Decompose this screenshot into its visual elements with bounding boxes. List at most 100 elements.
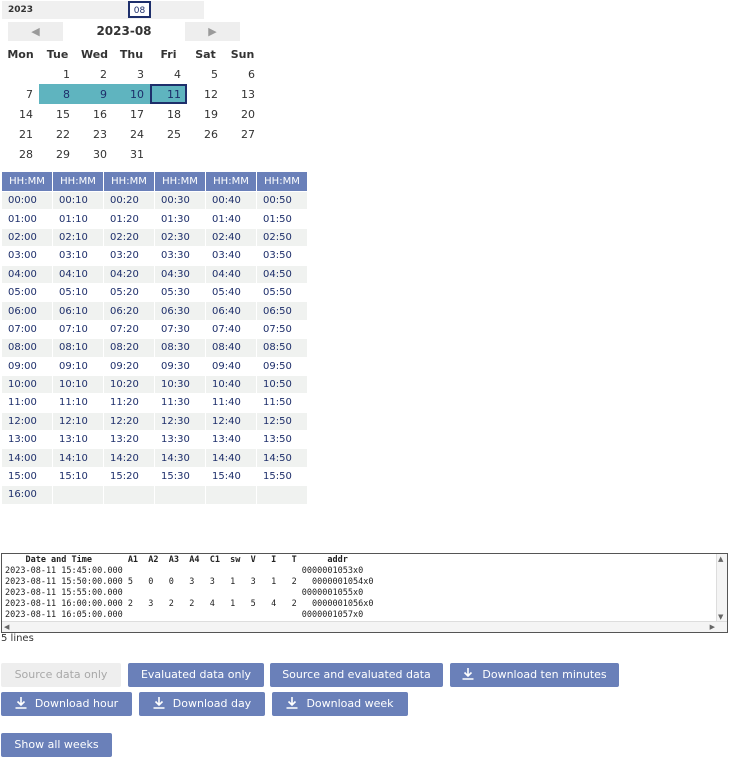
time-slot[interactable]: 11:50 — [256, 393, 308, 413]
time-slot[interactable]: 04:30 — [154, 264, 206, 284]
time-slot[interactable]: 01:20 — [103, 209, 155, 229]
time-slot[interactable]: 06:00 — [1, 301, 53, 321]
vertical-scrollbar[interactable]: ▲ ▼ — [716, 554, 727, 622]
calendar-day[interactable]: 1 — [63, 67, 70, 81]
download-hour-button[interactable]: Download hour — [1, 692, 132, 716]
time-slot[interactable]: 04:00 — [1, 264, 53, 284]
time-slot[interactable]: 10:50 — [256, 374, 308, 395]
time-slot[interactable]: 12:30 — [154, 411, 206, 432]
time-slot[interactable]: 03:30 — [154, 246, 206, 266]
time-slot[interactable]: 03:20 — [103, 246, 155, 266]
time-slot[interactable]: 06:50 — [256, 301, 308, 321]
time-slot[interactable]: 06:10 — [52, 301, 104, 321]
time-slot[interactable]: 00:50 — [256, 190, 308, 211]
time-slot[interactable]: 10:30 — [154, 374, 206, 395]
time-slot[interactable]: 14:40 — [205, 448, 257, 468]
time-slot[interactable]: 10:00 — [1, 374, 53, 395]
calendar-day[interactable]: 29 — [56, 147, 70, 161]
calendar-day[interactable]: 28 — [19, 147, 33, 161]
time-slot[interactable]: 01:50 — [256, 209, 308, 229]
time-slot[interactable]: 06:40 — [205, 301, 257, 321]
time-slot[interactable]: 14:30 — [154, 448, 206, 468]
time-slot[interactable]: 12:50 — [256, 411, 308, 432]
time-slot[interactable]: 00:40 — [205, 190, 257, 211]
time-slot[interactable]: 02:00 — [1, 227, 53, 248]
calendar-day[interactable]: 24 — [130, 127, 144, 141]
time-slot[interactable]: 05:10 — [52, 282, 104, 303]
show-all-weeks-button[interactable]: Show all weeks — [1, 733, 112, 757]
download-day-button[interactable]: Download day — [139, 692, 265, 716]
scroll-up-icon[interactable]: ▲ — [718, 555, 724, 563]
calendar-day[interactable]: 6 — [248, 67, 255, 81]
calendar-day[interactable]: 30 — [93, 147, 107, 161]
calendar-day[interactable]: 9 — [76, 84, 113, 104]
time-slot[interactable]: 13:40 — [205, 430, 257, 450]
time-slot[interactable]: 08:30 — [154, 338, 206, 358]
time-slot[interactable]: 01:00 — [1, 209, 53, 229]
time-slot[interactable]: 09:10 — [52, 356, 104, 376]
time-slot[interactable]: 10:40 — [205, 374, 257, 395]
calendar-day[interactable]: 7 — [26, 87, 33, 101]
time-slot[interactable]: 14:10 — [52, 448, 104, 468]
time-slot[interactable]: 16:00 — [1, 485, 53, 505]
calendar-day[interactable]: 15 — [56, 107, 70, 121]
calendar-day[interactable]: 10 — [113, 84, 150, 104]
time-slot[interactable]: 14:20 — [103, 448, 155, 468]
time-slot[interactable]: 12:10 — [52, 411, 104, 432]
calendar-day[interactable]: 22 — [56, 127, 70, 141]
calendar-day[interactable]: 14 — [19, 107, 33, 121]
calendar-day[interactable]: 18 — [167, 107, 181, 121]
source-and-evaluated-button[interactable]: Source and evaluated data — [270, 663, 443, 687]
calendar-day[interactable]: 19 — [204, 107, 218, 121]
calendar-day[interactable]: 5 — [211, 67, 218, 81]
calendar-day[interactable]: 17 — [130, 107, 144, 121]
time-slot[interactable]: 08:20 — [103, 338, 155, 358]
time-slot[interactable]: 15:10 — [52, 466, 104, 487]
evaluated-data-only-button[interactable]: Evaluated data only — [128, 663, 264, 687]
time-slot[interactable]: 07:50 — [256, 319, 308, 340]
time-slot[interactable]: 03:40 — [205, 246, 257, 266]
time-slot[interactable]: 05:00 — [1, 282, 53, 303]
time-slot[interactable]: 00:20 — [103, 190, 155, 211]
download-week-button[interactable]: Download week — [272, 692, 408, 716]
download-ten-minutes-button[interactable]: Download ten minutes — [450, 663, 619, 687]
scroll-down-icon[interactable]: ▼ — [718, 613, 724, 621]
time-slot[interactable]: 15:40 — [205, 466, 257, 487]
calendar-day[interactable]: 26 — [204, 127, 218, 141]
time-slot[interactable]: 15:20 — [103, 466, 155, 487]
time-slot[interactable]: 03:00 — [1, 246, 53, 266]
time-slot[interactable]: 00:10 — [52, 190, 104, 211]
calendar-day[interactable]: 23 — [93, 127, 107, 141]
time-slot[interactable]: 09:00 — [1, 356, 53, 376]
time-slot[interactable]: 13:30 — [154, 430, 206, 450]
time-slot[interactable]: 02:10 — [52, 227, 104, 248]
source-data-only-button[interactable]: Source data only — [1, 663, 121, 687]
time-slot[interactable]: 01:40 — [205, 209, 257, 229]
time-slot[interactable]: 14:00 — [1, 448, 53, 468]
time-slot[interactable]: 13:10 — [52, 430, 104, 450]
calendar-day[interactable]: 16 — [93, 107, 107, 121]
time-slot[interactable]: 15:50 — [256, 466, 308, 487]
time-slot[interactable]: 06:30 — [154, 301, 206, 321]
calendar-day[interactable]: 2 — [100, 67, 107, 81]
calendar-day[interactable]: 13 — [241, 87, 255, 101]
calendar-day[interactable]: 4 — [174, 67, 181, 81]
time-slot[interactable]: 03:10 — [52, 246, 104, 266]
calendar-day[interactable]: 3 — [137, 67, 144, 81]
time-slot[interactable]: 11:20 — [103, 393, 155, 413]
next-month-button[interactable]: ▶ — [185, 22, 240, 41]
time-slot[interactable]: 13:00 — [1, 430, 53, 450]
time-slot[interactable]: 12:40 — [205, 411, 257, 432]
calendar-day[interactable]: 8 — [39, 84, 76, 104]
time-slot[interactable]: 11:00 — [1, 393, 53, 413]
data-textarea[interactable]: Date and Time A1 A2 A3 A4 C1 sw V I T ad… — [1, 553, 728, 633]
time-slot[interactable]: 05:40 — [205, 282, 257, 303]
time-slot[interactable]: 05:30 — [154, 282, 206, 303]
time-slot[interactable]: 11:40 — [205, 393, 257, 413]
time-slot[interactable]: 08:10 — [52, 338, 104, 358]
time-slot[interactable]: 13:50 — [256, 430, 308, 450]
scroll-right-icon[interactable]: ▶ — [709, 623, 715, 631]
time-slot[interactable]: 09:30 — [154, 356, 206, 376]
time-slot[interactable]: 09:20 — [103, 356, 155, 376]
prev-month-button[interactable]: ◀ — [8, 22, 63, 41]
